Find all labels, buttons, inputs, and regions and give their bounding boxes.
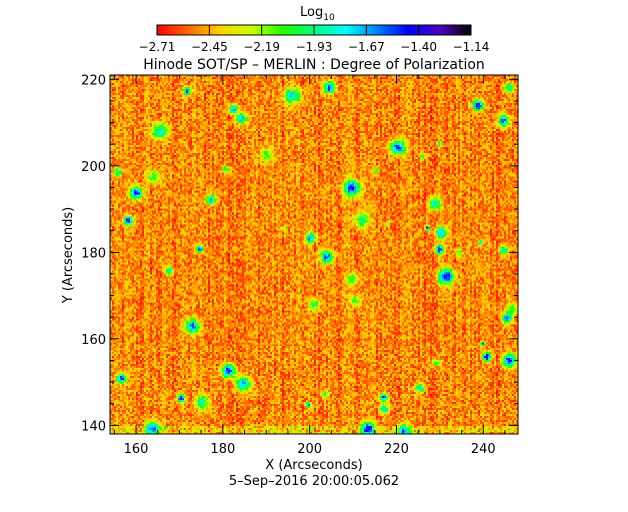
colorbar-tick-label: −1.67 <box>348 40 385 54</box>
colorbar-tick-label: −2.71 <box>139 40 176 54</box>
x-tick-label: 200 <box>297 442 322 457</box>
y-axis-label: Y (Arcseconds) <box>61 207 76 304</box>
plot-frame <box>109 74 519 435</box>
x-tick-label: 160 <box>124 442 149 457</box>
colorbar-ticks: −2.71 −2.45 −2.19 −1.93 −1.67 −1.40 −1.14 <box>139 25 490 54</box>
axes: 160 180 200 220 240 140 160 180 200 220 <box>81 73 518 457</box>
colorbar-tick-label: −1.14 <box>453 40 490 54</box>
chart-title: Hinode SOT/SP – MERLIN : Degree of Polar… <box>143 57 485 73</box>
timestamp: 5–Sep–2016 20:00:05.062 <box>229 474 399 489</box>
x-tick-label: 240 <box>471 442 496 457</box>
colorbar-tick-label: −2.19 <box>243 40 280 54</box>
y-tick-label: 160 <box>81 333 106 348</box>
y-tick-label: 200 <box>81 160 106 175</box>
colorbar-tick-label: −1.40 <box>400 40 437 54</box>
y-tick-label: 220 <box>81 73 106 88</box>
x-tick-label: 180 <box>210 442 235 457</box>
y-tick-label: 140 <box>81 419 106 434</box>
y-tick-label: 180 <box>81 246 106 261</box>
x-axis-label: X (Arcseconds) <box>265 458 362 473</box>
polarization-heatmap <box>110 75 518 434</box>
colorbar-title: Log10 <box>300 5 335 23</box>
colorbar-tick-label: −2.45 <box>191 40 228 54</box>
colorbar-tick-label: −1.93 <box>296 40 333 54</box>
x-tick-label: 220 <box>384 442 409 457</box>
